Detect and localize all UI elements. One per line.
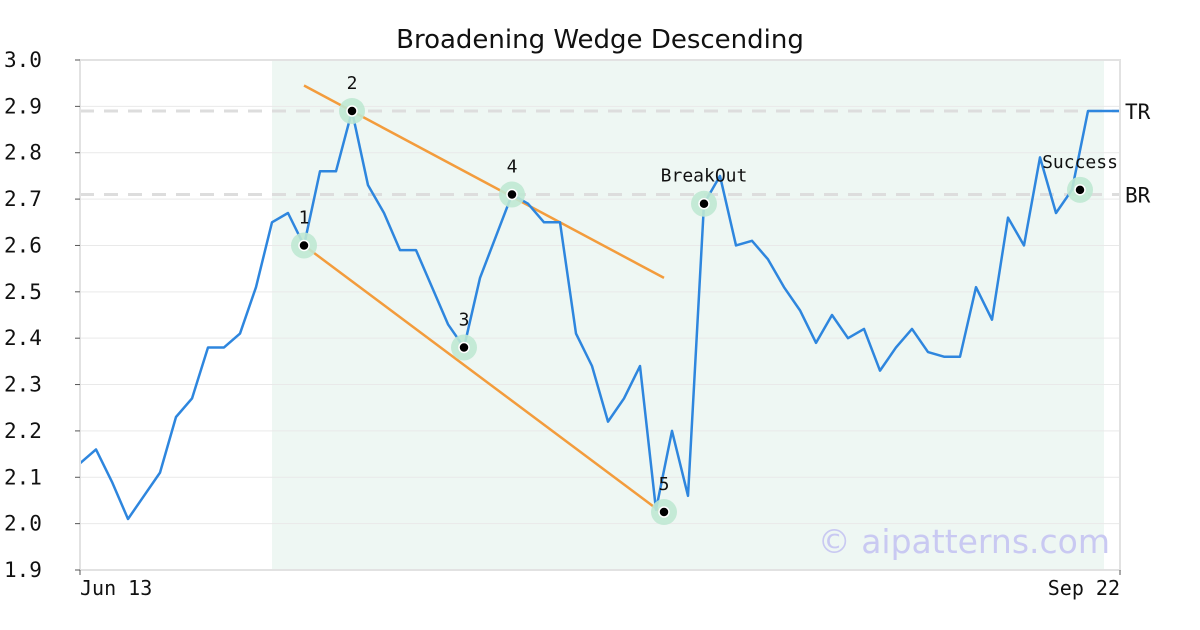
trendline bbox=[303, 84, 665, 280]
y-tick-label: 2.8 bbox=[4, 141, 42, 165]
y-axis: 1.9 2.0 2.1 2.2 2.3 2.4 2.5 2.6 2.7 2.8 2.9 3.0 bbox=[4, 48, 80, 582]
point-dot bbox=[458, 341, 470, 354]
point-dot bbox=[506, 188, 518, 201]
trendline bbox=[303, 244, 665, 516]
point-label: 5 bbox=[659, 474, 670, 495]
point-dot bbox=[1074, 184, 1086, 196]
level-label: TR bbox=[1125, 100, 1151, 124]
point-dot bbox=[698, 197, 710, 210]
x-axis: Jun 13 Sep 22 bbox=[79, 570, 1121, 600]
level-label: BR bbox=[1125, 183, 1151, 207]
y-tick-label: 1.9 bbox=[4, 558, 42, 582]
plot-frame bbox=[79, 59, 1121, 571]
watermark: © aipatterns.com bbox=[818, 522, 1110, 561]
point-label: Success bbox=[1042, 152, 1118, 173]
point-label: 4 bbox=[507, 156, 518, 177]
y-tick-label: 2.3 bbox=[4, 373, 42, 397]
point-dot bbox=[298, 239, 310, 252]
point-label: 1 bbox=[299, 207, 310, 228]
price-line bbox=[79, 109, 1120, 521]
y-tick-label: 3.0 bbox=[4, 48, 42, 72]
y-tick-label: 2.2 bbox=[4, 419, 42, 443]
y-tick-label: 2.7 bbox=[4, 187, 42, 211]
y-tick-label: 2.0 bbox=[4, 512, 42, 536]
point-label: 3 bbox=[459, 309, 470, 330]
trendlines bbox=[303, 84, 665, 516]
point-dot bbox=[658, 506, 670, 518]
level-lines: TR BR bbox=[80, 100, 1151, 207]
point-label: 2 bbox=[347, 73, 358, 94]
y-tick-label: 2.9 bbox=[4, 94, 42, 118]
y-tick-label: 2.5 bbox=[4, 280, 42, 304]
pattern-markers: 1 2 3 4 5 BreakOut Success bbox=[291, 73, 1118, 526]
y-tick-label: 2.6 bbox=[4, 233, 42, 257]
y-tick-label: 2.1 bbox=[4, 465, 42, 489]
x-tick-label: Jun 13 bbox=[80, 576, 152, 600]
point-dot bbox=[346, 105, 358, 117]
chart-title: Broadening Wedge Descending bbox=[396, 25, 804, 55]
x-tick-label: Sep 22 bbox=[1048, 576, 1120, 600]
point-label: BreakOut bbox=[661, 166, 748, 187]
y-tick-label: 2.4 bbox=[4, 326, 42, 350]
series-layer bbox=[79, 109, 1120, 521]
